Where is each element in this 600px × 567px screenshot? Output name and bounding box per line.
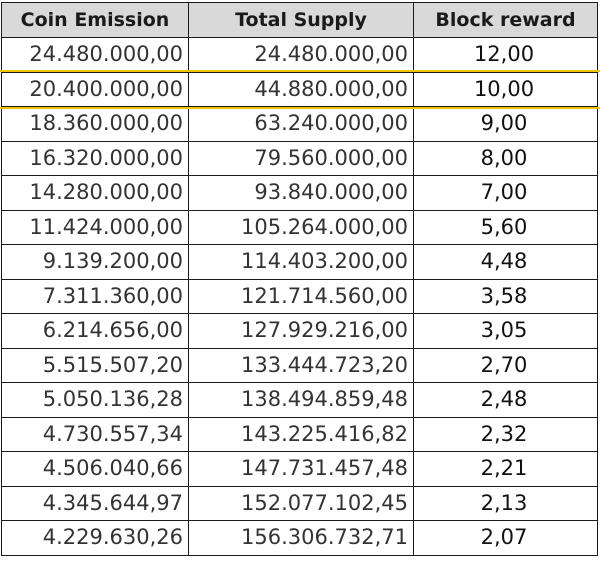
table-row: 5.050.136,28 138.494.859,48 2,48 bbox=[1, 382, 598, 418]
highlight-line-bottom bbox=[0, 107, 600, 109]
cell-total-supply: 114.403.200,00 bbox=[188, 244, 414, 280]
cell-block-reward: 12,00 bbox=[413, 37, 598, 73]
header-coin-emission: Coin Emission bbox=[1, 2, 189, 38]
cell-coin-emission: 18.360.000,00 bbox=[1, 106, 189, 142]
cell-coin-emission: 6.214.656,00 bbox=[1, 313, 189, 349]
cell-total-supply: 133.444.723,20 bbox=[188, 347, 414, 383]
table-row: 14.280.000,00 93.840.000,00 7,00 bbox=[1, 175, 598, 211]
cell-total-supply: 152.077.102,45 bbox=[188, 485, 414, 521]
table-row: 9.139.200,00 114.403.200,00 4,48 bbox=[1, 244, 598, 280]
cell-coin-emission: 14.280.000,00 bbox=[1, 175, 189, 211]
emission-table: Coin Emission Total Supply Block reward … bbox=[1, 2, 598, 556]
table-row: 24.480.000,00 24.480.000,00 12,00 bbox=[1, 37, 598, 73]
cell-coin-emission: 5.515.507,20 bbox=[1, 347, 189, 383]
cell-total-supply: 121.714.560,00 bbox=[188, 278, 414, 314]
cell-total-supply: 156.306.732,71 bbox=[188, 520, 414, 556]
table-row: 6.214.656,00 127.929.216,00 3,05 bbox=[1, 313, 598, 349]
cell-block-reward: 3,05 bbox=[413, 313, 598, 349]
cell-coin-emission: 4.229.630,26 bbox=[1, 520, 189, 556]
table-header-row: Coin Emission Total Supply Block reward bbox=[1, 2, 598, 38]
table-row: 4.730.557,34 143.225.416,82 2,32 bbox=[1, 416, 598, 452]
table-body: 24.480.000,00 24.480.000,00 12,00 20.400.00… bbox=[1, 37, 598, 556]
cell-block-reward: 7,00 bbox=[413, 175, 598, 211]
table-row: 4.229.630,26 156.306.732,71 2,07 bbox=[1, 520, 598, 556]
cell-coin-emission: 5.050.136,28 bbox=[1, 382, 189, 418]
cell-total-supply: 93.840.000,00 bbox=[188, 175, 414, 211]
cell-block-reward: 2,13 bbox=[413, 485, 598, 521]
cell-block-reward: 8,00 bbox=[413, 140, 598, 176]
cell-block-reward: 4,48 bbox=[413, 244, 598, 280]
cell-block-reward: 10,00 bbox=[413, 71, 598, 107]
table-row: 4.506.040,66 147.731.457,48 2,21 bbox=[1, 451, 598, 487]
header-total-supply: Total Supply bbox=[188, 2, 414, 38]
cell-total-supply: 127.929.216,00 bbox=[188, 313, 414, 349]
cell-coin-emission: 11.424.000,00 bbox=[1, 209, 189, 245]
cell-coin-emission: 9.139.200,00 bbox=[1, 244, 189, 280]
cell-total-supply: 105.264.000,00 bbox=[188, 209, 414, 245]
emission-table-container: Coin Emission Total Supply Block reward … bbox=[1, 2, 598, 556]
cell-block-reward: 2,07 bbox=[413, 520, 598, 556]
header-block-reward: Block reward bbox=[413, 2, 598, 38]
cell-total-supply: 138.494.859,48 bbox=[188, 382, 414, 418]
table-row: 18.360.000,00 63.240.000,00 9,00 bbox=[1, 106, 598, 142]
cell-coin-emission: 4.730.557,34 bbox=[1, 416, 189, 452]
cell-coin-emission: 4.345.644,97 bbox=[1, 485, 189, 521]
cell-block-reward: 5,60 bbox=[413, 209, 598, 245]
cell-block-reward: 2,32 bbox=[413, 416, 598, 452]
highlight-line-top bbox=[0, 70, 600, 72]
table-row: 5.515.507,20 133.444.723,20 2,70 bbox=[1, 347, 598, 383]
cell-total-supply: 147.731.457,48 bbox=[188, 451, 414, 487]
cell-total-supply: 44.880.000,00 bbox=[188, 71, 414, 107]
table-row: 16.320.000,00 79.560.000,00 8,00 bbox=[1, 140, 598, 176]
cell-block-reward: 2,21 bbox=[413, 451, 598, 487]
cell-total-supply: 24.480.000,00 bbox=[188, 37, 414, 73]
cell-block-reward: 2,70 bbox=[413, 347, 598, 383]
cell-total-supply: 79.560.000,00 bbox=[188, 140, 414, 176]
cell-block-reward: 3,58 bbox=[413, 278, 598, 314]
cell-coin-emission: 16.320.000,00 bbox=[1, 140, 189, 176]
cell-total-supply: 143.225.416,82 bbox=[188, 416, 414, 452]
cell-block-reward: 9,00 bbox=[413, 106, 598, 142]
table-row: 20.400.000,00 44.880.000,00 10,00 bbox=[1, 71, 598, 107]
table-row: 4.345.644,97 152.077.102,45 2,13 bbox=[1, 485, 598, 521]
cell-total-supply: 63.240.000,00 bbox=[188, 106, 414, 142]
cell-coin-emission: 20.400.000,00 bbox=[1, 71, 189, 107]
table-row: 7.311.360,00 121.714.560,00 3,58 bbox=[1, 278, 598, 314]
cell-block-reward: 2,48 bbox=[413, 382, 598, 418]
cell-coin-emission: 4.506.040,66 bbox=[1, 451, 189, 487]
cell-coin-emission: 24.480.000,00 bbox=[1, 37, 189, 73]
table-row: 11.424.000,00 105.264.000,00 5,60 bbox=[1, 209, 598, 245]
cell-coin-emission: 7.311.360,00 bbox=[1, 278, 189, 314]
